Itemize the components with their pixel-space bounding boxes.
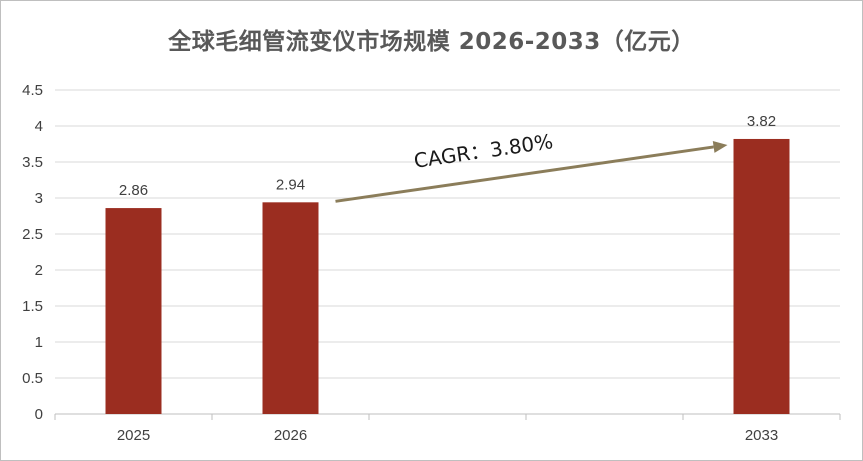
x-tick-label-2033: 2033 — [745, 427, 778, 444]
bar-2033 — [733, 138, 790, 414]
y-tick-label: 4.5 — [22, 82, 43, 99]
y-tick-label: 1 — [35, 334, 43, 351]
y-tick-label: 3 — [35, 190, 43, 207]
cagr-label: CAGR：3.80% — [412, 129, 554, 173]
cagr-arrow-head — [712, 141, 728, 153]
x-tick-label-2026: 2026 — [274, 427, 307, 444]
y-tick-label: 3.5 — [22, 154, 43, 171]
data-label-2026: 2.94 — [276, 176, 305, 193]
bars — [105, 138, 790, 414]
data-label-2033: 3.82 — [747, 113, 776, 130]
bar-2025 — [105, 208, 162, 414]
gridlines — [55, 89, 840, 379]
y-tick-label: 2 — [35, 262, 43, 279]
cagr-annotation: CAGR：3.80% — [335, 129, 728, 203]
cagr-arrow-shaft — [335, 145, 714, 203]
y-tick-label: 0 — [35, 406, 43, 423]
y-tick-label: 4 — [35, 118, 43, 135]
data-label-2025: 2.86 — [119, 182, 148, 199]
x-axis-ticks: 2025 2026 2033 — [117, 427, 778, 444]
y-axis-ticks: 0 0.5 1 1.5 2 2.5 3 3.5 4 4.5 — [22, 82, 43, 423]
axes — [54, 413, 841, 420]
y-tick-label: 1.5 — [22, 298, 43, 315]
data-labels: 2.86 2.94 3.82 — [119, 113, 776, 199]
bar-2026 — [262, 202, 319, 414]
y-tick-label: 2.5 — [22, 226, 43, 243]
x-tick-label-2025: 2025 — [117, 427, 150, 444]
y-tick-label: 0.5 — [22, 370, 43, 387]
chart-title: 全球毛细管流变仪市场规模 2026-2033（亿元） — [168, 29, 695, 55]
